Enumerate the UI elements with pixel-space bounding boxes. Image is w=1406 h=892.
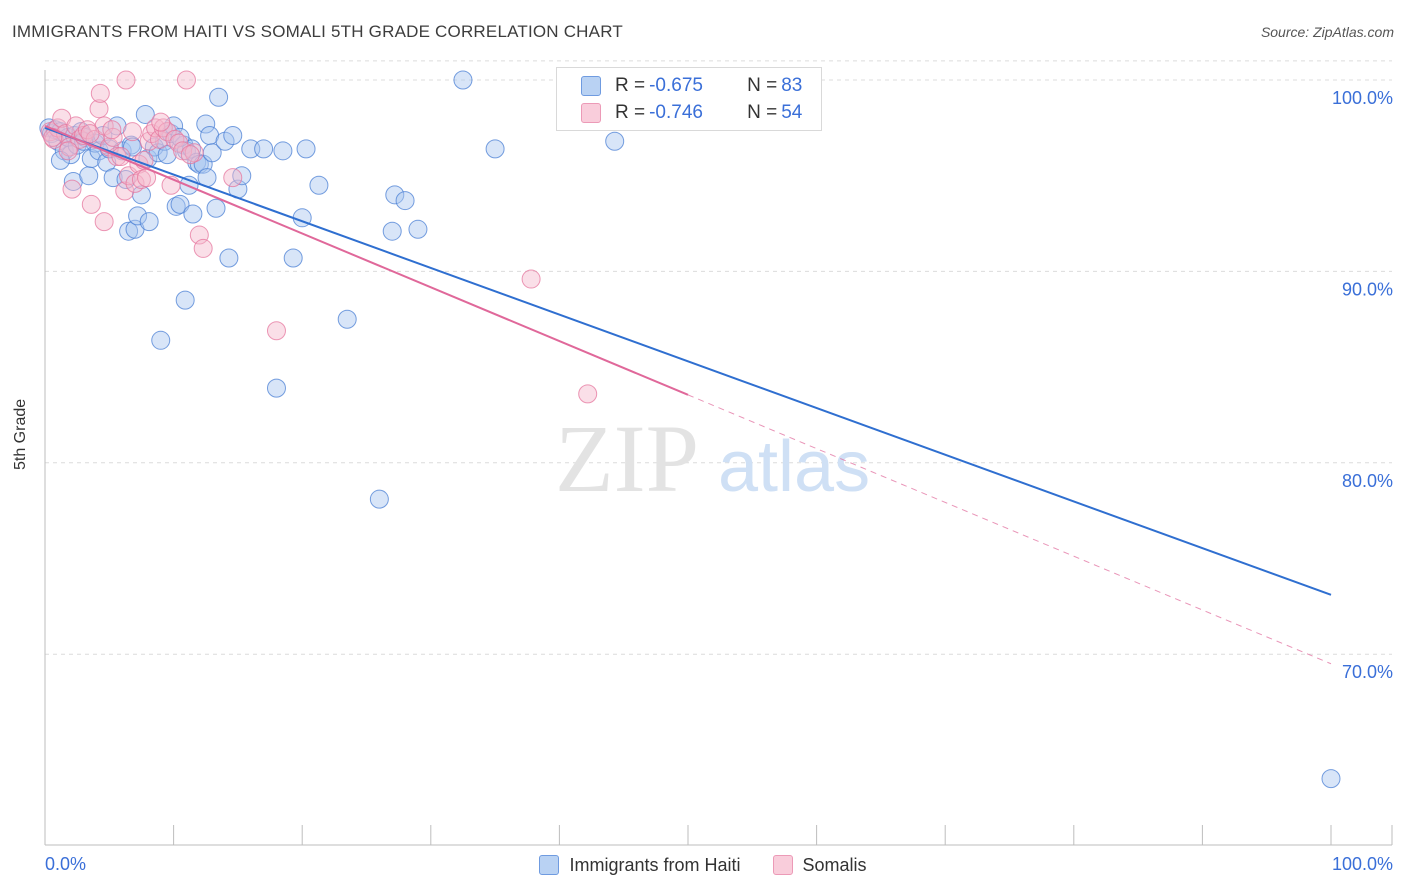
haiti-point [196,114,216,134]
haiti-point [81,148,101,168]
haiti-point [215,131,235,151]
somali-trend-line-extension [687,394,1332,665]
somali-point [578,384,598,404]
r-value: -0.746 [649,102,703,123]
r-label: R = [615,75,646,96]
somali-point [70,129,90,149]
haiti-point [1321,769,1341,789]
haiti-point [266,378,286,398]
somali-point [81,194,101,214]
haiti-point [219,248,239,268]
somali-point [223,168,243,188]
x-tick-label: 0.0% [45,854,86,874]
axes [44,70,1393,846]
haiti-point [296,139,316,159]
chart-title: IMMIGRANTS FROM HAITI VS SOMALI 5TH GRAD… [12,22,623,41]
haiti-point [605,131,625,151]
n-label: N = [747,75,778,96]
haiti-point [337,309,357,329]
legend-item-somali[interactable]: Somalis [772,854,867,876]
somali-point [193,238,213,258]
haiti-trend-line [44,126,1332,596]
series-legend: Immigrants from Haiti Somalis [0,852,1406,878]
somali-point [151,112,171,132]
haiti-point [119,221,139,241]
n-label: N = [747,102,778,123]
haiti-point [369,489,389,509]
somali-point [176,70,196,90]
somali-point [89,99,109,119]
somali-trend-line [44,125,689,396]
y-tick-label: 90.0% [1342,279,1393,299]
y-tick-label: 100.0% [1332,88,1393,108]
somali-point [111,147,131,167]
haiti-point [223,126,243,146]
haiti-point [382,221,402,241]
haiti-point [283,248,303,268]
haiti-point [50,150,70,170]
somali-point [266,321,286,341]
haiti-point [128,206,148,226]
legend-swatch-somali [772,855,793,875]
haiti-point [309,175,329,195]
haiti-point [139,212,159,232]
haiti-point [408,219,428,239]
axis-labels: 100.0% 90.0% 80.0% 70.0% 0.0% 100.0% [45,88,1393,874]
haiti-point [157,145,177,165]
legend-item-haiti[interactable]: Immigrants from Haiti [539,854,741,876]
r-value: -0.675 [649,75,703,96]
somali-point [62,179,82,199]
watermark-zip: ZIP [555,405,699,512]
legend-swatch-haiti [581,76,601,96]
watermark-atlas: atlas [718,427,870,507]
stats-legend: R = -0.675 N = 83 R = -0.746 N = 54 [556,67,822,131]
trend-lines [44,125,1332,665]
haiti-point [385,185,405,205]
y-tick-label: 80.0% [1342,471,1393,491]
legend-swatch-somali [581,103,601,123]
somali-point [165,129,185,149]
n-value: 54 [781,102,803,123]
somali-point [102,120,122,140]
somali-point [115,181,135,201]
watermark: ZIP atlas [555,405,870,512]
x-tick-label: 100.0% [1332,854,1393,874]
somali-point [80,124,100,144]
haiti-point [453,70,473,90]
haiti-point [79,166,99,186]
somali-point [58,141,78,161]
somali-point [180,145,200,165]
legend-swatch-haiti [539,855,560,875]
somali-point [94,212,114,232]
haiti-point [175,290,195,310]
y-axis-label: 5th Grade [12,398,29,470]
n-value: 83 [781,75,803,96]
legend-label-somali: Somalis [802,854,867,875]
somali-point [146,118,166,138]
haiti-point [485,139,505,159]
haiti-point [395,191,415,211]
somali-point [157,122,177,142]
haiti-point [254,139,274,159]
haiti-point [183,204,203,224]
haiti-point [135,104,155,124]
stats-row-somali: R = -0.746 N = 54 [581,100,802,126]
somali-point [149,129,169,149]
haiti-point [273,141,293,161]
r-label: R = [615,102,646,123]
legend-label-haiti: Immigrants from Haiti [569,854,741,875]
source-label: Source: ZipAtlas.com [1260,24,1394,40]
stats-row-haiti: R = -0.675 N = 83 [581,73,802,99]
haiti-point [151,330,171,350]
haiti-point [209,87,229,107]
somali-point [103,127,123,147]
somali-point [90,83,110,103]
haiti-point [206,198,226,218]
y-tick-label: 70.0% [1342,662,1393,682]
somali-point [116,70,136,90]
haiti-point [170,194,190,214]
somali-point [122,122,142,142]
somali-point [521,269,541,289]
